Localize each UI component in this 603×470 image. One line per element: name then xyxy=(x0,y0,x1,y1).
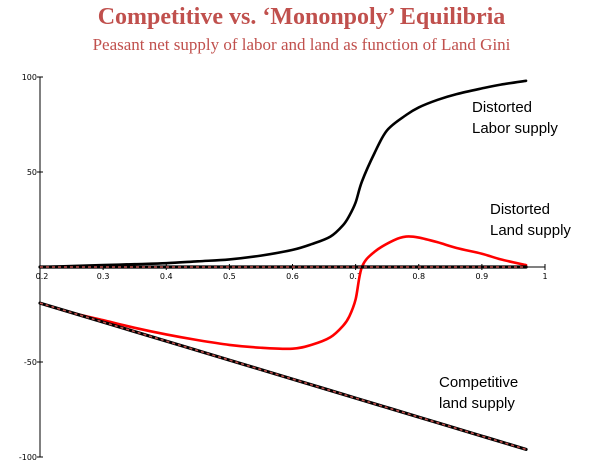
annotation-competitive-land: Competitive land supply xyxy=(439,372,518,414)
annotation-distorted-land-line-1: Distorted xyxy=(490,201,551,218)
annotation-distorted-labor-line-1: Distorted xyxy=(472,99,533,116)
annotation-competitive-land-line-1: Competitive xyxy=(439,374,519,391)
x-tick-label: 0.6 xyxy=(286,272,299,281)
series-competitive-land xyxy=(39,302,527,451)
series-distorted-land xyxy=(38,235,528,351)
x-tick-label: 0.4 xyxy=(160,272,173,281)
x-tick-label: 1 xyxy=(542,272,547,281)
annotation-distorted-labor-line-2: Labor supply xyxy=(472,120,558,137)
y-tick-label: -50 xyxy=(24,358,37,367)
series-lines xyxy=(38,79,528,451)
x-tick-label: 0.7 xyxy=(349,272,362,281)
chart-subtitle: Peasant net supply of labor and land as … xyxy=(92,35,511,54)
series-distorted-labor xyxy=(38,79,528,269)
annotation-distorted-land-line-2: Land supply xyxy=(490,222,571,239)
x-tick-label: 0.5 xyxy=(223,272,236,281)
y-tick-label: 100 xyxy=(22,73,37,82)
y-tick-label: 50 xyxy=(27,168,37,177)
y-tick-label: -100 xyxy=(19,453,37,462)
annotation-distorted-labor: Distorted Labor supply xyxy=(472,97,558,139)
annotation-competitive-land-line-2: land supply xyxy=(439,395,515,412)
x-tick-label: 0.9 xyxy=(476,272,489,281)
chart-title: Competitive vs. ‘Mononpoly’ Equilibria xyxy=(97,4,506,30)
x-tick-label: 0.2 xyxy=(36,272,49,281)
x-tick-label: 0.8 xyxy=(412,272,425,281)
annotation-distorted-land: Distorted Land supply xyxy=(490,199,571,241)
x-tick-label: 0.3 xyxy=(97,272,110,281)
